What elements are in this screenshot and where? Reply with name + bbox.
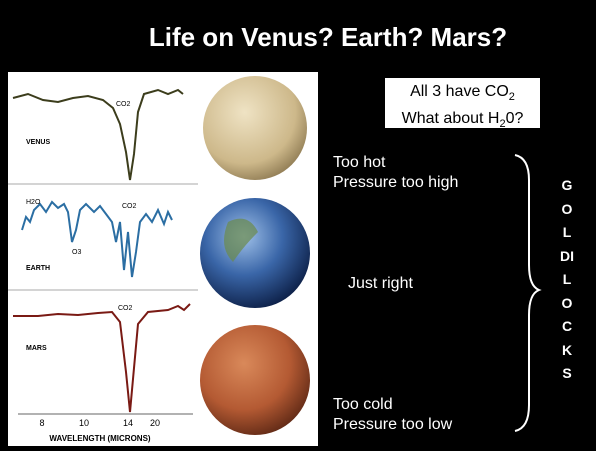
text: Pressure too high [333, 174, 459, 191]
label: CO2 [116, 101, 131, 108]
earth-note: Just right [348, 275, 413, 292]
label: O3 [72, 249, 81, 256]
text: What about H [401, 110, 500, 128]
note-box: All 3 have CO2 What about H20? [385, 78, 540, 131]
mars-note: Too cold Pressure too low [333, 395, 452, 435]
text: Pressure too low [333, 416, 453, 433]
mars [200, 325, 310, 435]
mars-spectrum [13, 303, 191, 413]
label: CO2 [118, 305, 133, 312]
venus-spectrum [12, 88, 184, 181]
label: EARTH [26, 265, 50, 272]
axis-label: WAVELENGTH (MICRONS) [49, 434, 151, 443]
continent [224, 218, 258, 262]
tick-label: 20 [150, 418, 160, 428]
label: H2O [26, 199, 41, 206]
text: Too cold [333, 396, 393, 413]
earth [200, 198, 310, 308]
brace-path [514, 154, 542, 432]
side-label: GOLDILOCKS [560, 177, 574, 381]
spectra-panel: CO2 VENUS H2O O3 CO2 EARTH CO2 MARS 8 10… [8, 72, 318, 446]
brace [514, 154, 542, 432]
text: 0? [505, 110, 524, 128]
tick-label: 8 [39, 418, 44, 428]
earth-spectrum [21, 200, 173, 278]
label: MARS [26, 345, 47, 352]
subscript: 2 [508, 91, 515, 104]
title: Life on Venus? Earth? Mars? [148, 22, 508, 52]
tick-label: 10 [79, 418, 89, 428]
text: Too hot [333, 154, 386, 171]
text: All 3 have CO [410, 83, 509, 100]
venus-note: Too hot Pressure too high [333, 153, 458, 193]
venus [203, 76, 307, 180]
label: CO2 [122, 203, 137, 210]
tick-label: 14 [123, 418, 133, 428]
spectra-figure: CO2 VENUS H2O O3 CO2 EARTH CO2 MARS 8 10… [8, 76, 310, 443]
label: VENUS [26, 139, 50, 146]
subscript: 2 [499, 118, 506, 131]
